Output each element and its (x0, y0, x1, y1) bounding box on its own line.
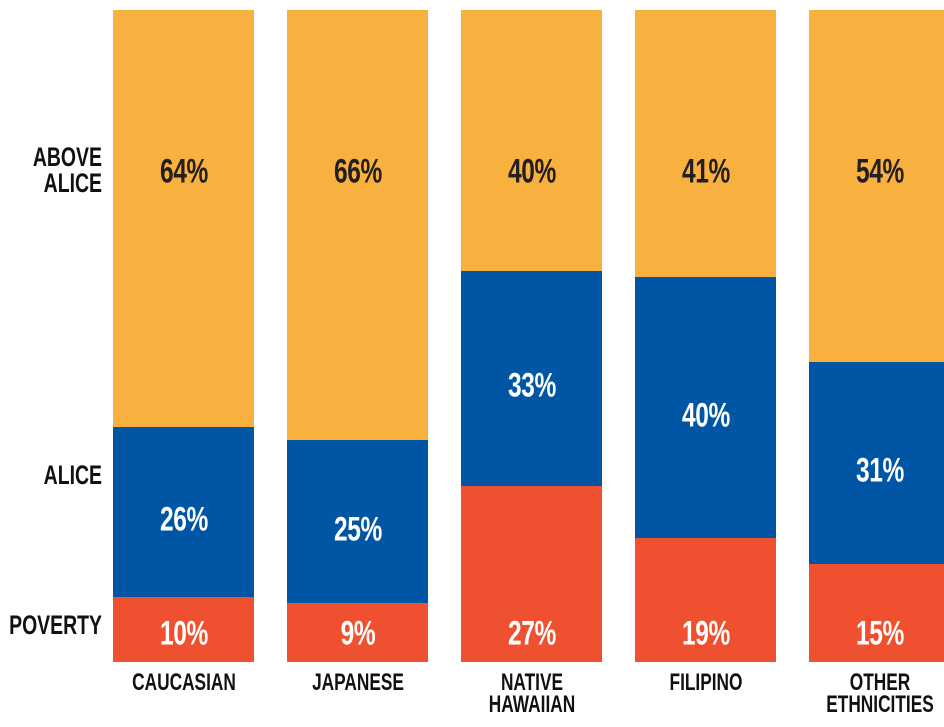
bar-segment (635, 277, 776, 539)
value-label: 33% (507, 366, 556, 405)
bar-segment (287, 440, 428, 604)
bar-segment (809, 362, 944, 565)
bar-segment (809, 564, 944, 662)
value-label: 41% (681, 152, 730, 191)
value-label: 40% (507, 152, 556, 191)
value-label: 26% (159, 500, 208, 539)
value-label: 25% (333, 510, 382, 549)
bar-segment (809, 10, 944, 363)
bar-segment (461, 10, 602, 271)
value-label: 66% (333, 152, 382, 191)
category-label: FILIPINO (669, 669, 742, 696)
value-label: 15% (855, 614, 904, 653)
value-label: 19% (681, 614, 730, 653)
series-label: ABOVE ALICE (32, 142, 102, 198)
bar-segment (635, 10, 776, 278)
series-label: ALICE (43, 460, 102, 490)
value-label: 27% (507, 614, 556, 653)
value-label: 10% (159, 614, 208, 653)
bar-segment (461, 270, 602, 486)
bar-segment (113, 427, 254, 597)
value-label: 31% (855, 451, 904, 490)
value-label: 40% (681, 396, 730, 435)
bar-segment (461, 485, 602, 662)
series-label: POVERTY (9, 610, 103, 640)
category-label: OTHER ETHNICITIES (825, 669, 934, 718)
bar-segment (113, 596, 254, 662)
category-label: CAUCASIAN (131, 669, 236, 696)
value-label: 54% (855, 152, 904, 191)
bar-segment (635, 538, 776, 662)
bar-segment (113, 10, 254, 428)
category-label: JAPANESE (311, 669, 404, 696)
bar-segment (287, 10, 428, 441)
category-label: NATIVE HAWAIIAN (488, 669, 575, 718)
bar-segment (287, 603, 428, 662)
value-label: 9% (340, 614, 375, 653)
value-label: 64% (159, 152, 208, 191)
